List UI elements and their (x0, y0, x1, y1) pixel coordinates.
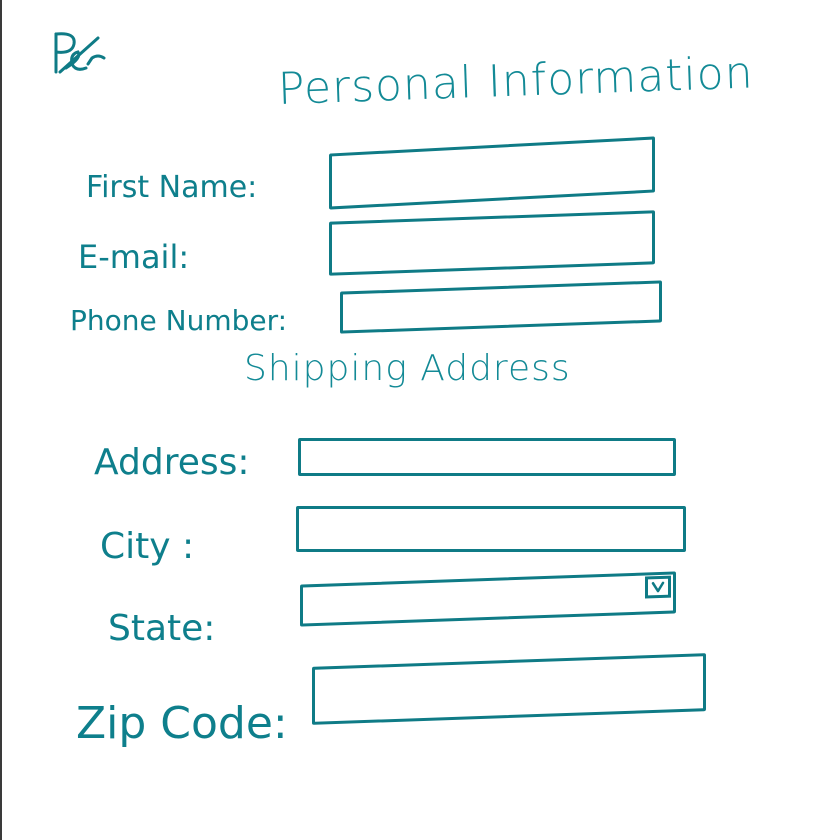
first-name-input[interactable] (332, 139, 652, 207)
zip-code-field[interactable] (312, 653, 706, 725)
email-field[interactable] (329, 210, 655, 276)
city-field[interactable] (296, 506, 686, 552)
phone-number-label: Phone Number: (70, 304, 288, 337)
city-input[interactable] (299, 509, 683, 549)
state-select[interactable] (300, 571, 676, 627)
city-label: City : (100, 526, 195, 567)
page-left-edge (0, 0, 2, 840)
handwritten-logo-icon (52, 28, 112, 78)
shipping-address-title: Shipping Address (244, 348, 571, 389)
email-input[interactable] (332, 213, 652, 273)
chevron-down-icon[interactable] (645, 575, 671, 599)
address-input[interactable] (301, 441, 673, 473)
zip-code-input[interactable] (315, 656, 703, 722)
state-input[interactable] (303, 574, 673, 624)
zip-code-label: Zip Code: (76, 698, 288, 749)
phone-number-input[interactable] (343, 283, 659, 331)
personal-info-title: Personal Information (277, 47, 755, 115)
email-label: E-mail: (78, 238, 190, 276)
state-label: State: (108, 608, 216, 649)
first-name-field[interactable] (329, 136, 655, 210)
phone-number-field[interactable] (340, 280, 662, 334)
address-field[interactable] (298, 438, 676, 476)
first-name-label: First Name: (86, 170, 258, 205)
address-label: Address: (94, 442, 250, 483)
